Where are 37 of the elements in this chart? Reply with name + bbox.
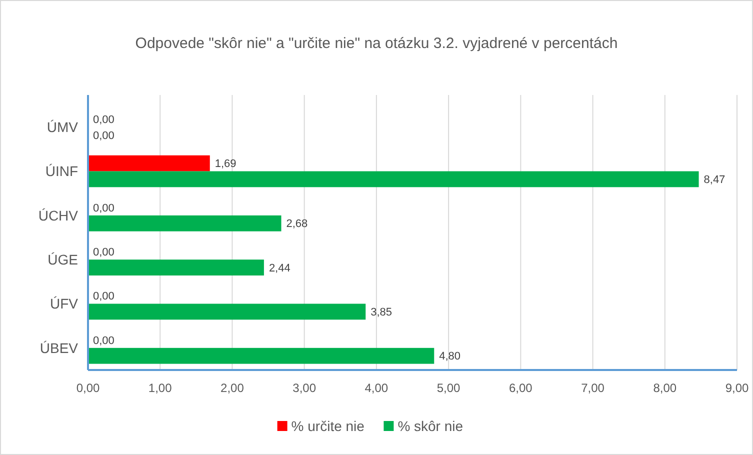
data-label: 4,80 [439,350,461,363]
data-label: 1,69 [214,158,236,170]
bar [88,215,282,232]
x-tick-label: 6,00 [508,381,533,395]
x-tick-label: 1,00 [148,381,172,395]
bar [88,171,699,188]
bar [88,260,264,276]
bar [88,348,434,364]
x-tick-label: 0,00 [76,381,100,395]
y-tick-label: ÚFV [50,296,79,312]
x-tick-label: 9,00 [725,381,749,395]
legend-label: % určite nie [291,418,365,434]
y-tick-label: ÚBEV [40,340,79,356]
data-label: 0,00 [93,114,114,126]
bar [88,155,210,172]
data-label: 0,00 [93,334,114,347]
data-label: 0,00 [93,246,114,258]
x-tick-label: 7,00 [581,381,605,395]
bar [88,304,366,320]
x-tick-label: 3,00 [292,381,316,395]
data-label: 3,85 [370,306,392,319]
data-label: 2,68 [286,218,308,230]
data-label: 0,00 [93,290,114,303]
x-tick-label: 8,00 [653,381,677,395]
chart-title: Odpovede "skôr nie" a "určite nie" na otázku 3.2. vyjadrené v percentách [135,35,618,52]
x-tick-label: 5,00 [436,381,461,395]
y-tick-label: ÚCHV [38,207,79,224]
x-tick-label: 2,00 [220,381,244,395]
y-tick-label: ÚINF [45,163,78,180]
y-tick-label: ÚMV [46,118,79,135]
y-tick-label: ÚGE [48,251,78,268]
data-label: 2,44 [268,262,290,274]
legend-label: % skôr nie [398,418,464,434]
data-label: 0,00 [93,202,114,214]
data-label: 8,47 [704,174,726,186]
x-tick-label: 4,00 [364,381,388,395]
data-label: 0,00 [93,130,114,142]
